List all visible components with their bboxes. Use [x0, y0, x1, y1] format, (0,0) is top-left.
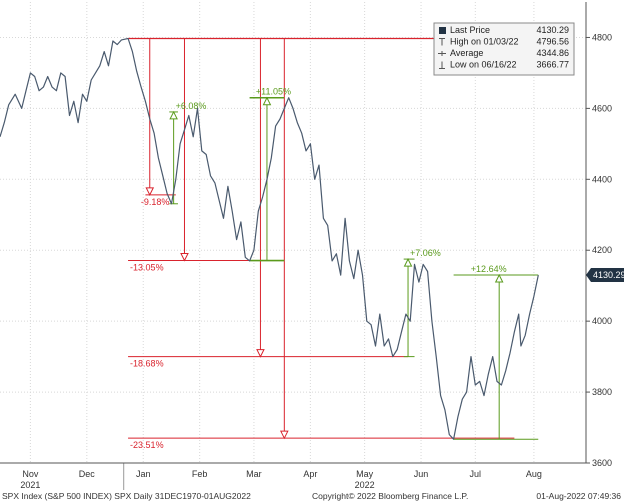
y-tick-label: 4200 [592, 245, 612, 255]
rally-arrow-head [403, 257, 413, 267]
x-tick-label: Mar [246, 469, 262, 479]
year-label: 2021 [20, 480, 40, 490]
rally-label: +6.08% [176, 101, 207, 111]
price-line [0, 37, 539, 440]
rally-label: +11.05% [256, 87, 291, 97]
rally-label: +12.64% [471, 264, 507, 274]
y-tick-label: 4600 [592, 103, 612, 113]
drawdown-label: -23.51% [130, 440, 164, 450]
x-tick-label: Jun [414, 469, 429, 479]
last-price-icon [439, 27, 446, 34]
rally-label: +7.06% [410, 248, 441, 258]
drawdown-arrow-head [180, 253, 189, 262]
x-tick-label: Jul [470, 469, 482, 479]
y-tick-label: 3600 [592, 458, 612, 468]
high-icon [439, 38, 445, 46]
drawdown-label: -18.68% [130, 359, 164, 369]
footer-left: SPX Index (S&P 500 INDEX) SPX Daily 31DE… [2, 491, 251, 501]
x-tick-label: Jan [136, 469, 151, 479]
rally-arrow-head [494, 273, 504, 283]
average-icon [438, 51, 446, 56]
footer-center: Copyright© 2022 Bloomberg Finance L.P. [312, 491, 468, 501]
drawdown-arrow-head [280, 430, 289, 440]
legend-label: Low on 06/16/22 [450, 60, 517, 70]
legend-label: Average [450, 48, 483, 58]
last-price-badge [586, 268, 624, 283]
rally-arrow-head [262, 96, 272, 106]
legend-value: 4344.86 [536, 48, 569, 58]
legend-label: High on 01/03/22 [450, 37, 519, 47]
y-tick-label: 4000 [592, 316, 612, 326]
x-tick-label: May [356, 469, 374, 479]
legend-value: 3666.77 [536, 60, 569, 70]
plot-area [0, 2, 586, 463]
x-tick-label: Nov [22, 469, 39, 479]
legend-value: 4130.29 [536, 25, 569, 35]
footer-right: 01-Aug-2022 07:49:36 [536, 491, 621, 501]
drawdown-arrow-head [145, 187, 155, 197]
last-price-badge-label: 4130.29 [593, 270, 624, 280]
legend-value: 4796.56 [536, 37, 569, 47]
legend-label: Last Price [450, 25, 490, 35]
x-tick-label: Dec [79, 469, 96, 479]
y-tick-label: 3800 [592, 387, 612, 397]
rally-arrow-head [169, 110, 178, 120]
x-tick-label: Aug [526, 469, 542, 479]
y-tick-label: 4400 [592, 174, 612, 184]
low-icon [439, 61, 445, 69]
legend-box [433, 22, 575, 76]
year-label: 2022 [355, 480, 375, 490]
drawdown-label: -13.05% [130, 263, 164, 273]
drawdown-arrow-head [256, 349, 265, 358]
y-tick-label: 4800 [592, 32, 612, 42]
x-tick-label: Apr [303, 469, 317, 479]
drawdown-label: -9.18% [141, 197, 170, 207]
x-tick-label: Feb [192, 469, 208, 479]
